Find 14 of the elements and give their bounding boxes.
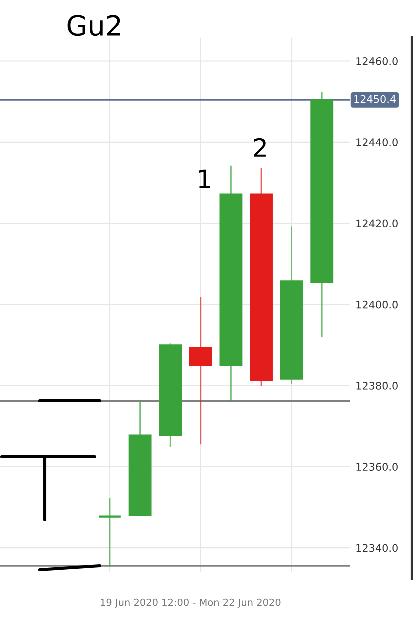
y-tick-label: 12340.0 [356,544,398,552]
annotation: 1 [199,170,210,188]
y-tick-label: 12380.0 [356,382,398,390]
x-axis-title: 19 Jun 2020 12:00 - Mon 22 Jun 2020 [101,598,281,608]
candlestick [189,296,212,446]
y-tick-label: 12440.0 [356,138,398,146]
candlestick [98,497,122,568]
y-tick-label: 12360.0 [356,463,398,472]
y-tick-label: 12400.0 [356,300,398,309]
y-tick-label: 12420.0 [356,220,398,228]
y-tick-label: 12460.0 [356,57,398,66]
ref-line-label: 12450.4 [354,95,396,104]
text: Gu2 [68,15,120,36]
annotation: 2 [254,138,266,157]
